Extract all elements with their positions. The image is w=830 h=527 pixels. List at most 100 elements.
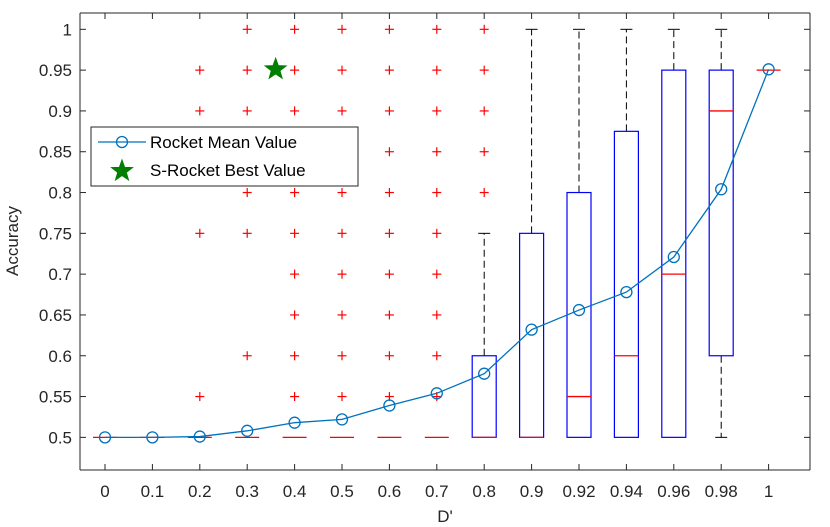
outlier-d0-3-0-8 <box>242 188 252 198</box>
legend-star-marker <box>110 158 134 182</box>
outlier-d0-8-1 <box>479 24 489 34</box>
legend: Rocket Mean Value S-Rocket Best Value <box>90 126 359 187</box>
x-tick-label-0-3: 0.3 <box>235 482 259 501</box>
x-tick-label-0-9: 0.9 <box>520 482 544 501</box>
outlier-d0-5-0-65 <box>337 310 347 320</box>
x-tick-label-0-4: 0.4 <box>283 482 307 501</box>
outlier-d0-4-0-65 <box>290 310 300 320</box>
legend-label-mean: Rocket Mean Value <box>150 133 297 152</box>
legend-circle-marker <box>115 135 129 149</box>
x-axis-label: D' <box>437 507 453 526</box>
outlier-d0-5-1 <box>337 24 347 34</box>
outlier-d0-3-0-95 <box>242 65 252 75</box>
mean-point-0-1 <box>146 431 159 444</box>
outlier-d0-7-0-65 <box>432 310 442 320</box>
y-tick-label-0-5: 0.5 <box>48 428 72 447</box>
outlier-d0-4-0-75 <box>290 228 300 238</box>
y-tick-label-0-7: 0.7 <box>48 265 72 284</box>
mean-point-0-5 <box>335 413 349 426</box>
boxes-layer <box>93 28 781 439</box>
outlier-d0-3-0-75 <box>242 228 252 238</box>
mean-point-0-9 <box>525 323 538 336</box>
outlier-d0-6-0-85 <box>384 147 394 157</box>
outlier-d0-5-0-75 <box>337 228 347 238</box>
outlier-d0-4-0-55 <box>290 392 300 402</box>
outlier-d0-6-1 <box>384 24 394 34</box>
y-tick-label-1: 1 <box>63 20 72 39</box>
x-tick-label-0-92: 0.92 <box>562 482 595 501</box>
y-tick-label-0-8: 0.8 <box>48 184 72 203</box>
y-tick-label-0-65: 0.65 <box>39 306 72 325</box>
outlier-d0-4-0-95 <box>290 65 300 75</box>
box-d0-94 <box>613 130 640 438</box>
outlier-d0-6-0-75 <box>384 228 394 238</box>
x-tick-label-0-7: 0.7 <box>425 482 449 501</box>
mean-point-0-8 <box>478 367 491 380</box>
outlier-d0-7-1 <box>432 24 442 34</box>
outlier-d0-7-0-7 <box>432 269 442 279</box>
outlier-d0-6-0-95 <box>384 65 394 75</box>
outlier-d0-2-0-75 <box>195 228 205 238</box>
outlier-d0-6-0-6 <box>384 351 394 361</box>
outlier-d0-7-0-75 <box>432 228 442 238</box>
y-tick-label-0-9: 0.9 <box>48 102 72 121</box>
outlier-d0-2-0-9 <box>195 106 205 116</box>
outlier-d0-7-0-8 <box>432 188 442 198</box>
outlier-d0-4-0-9 <box>290 106 300 116</box>
y-axis-label: Accuracy <box>3 206 22 276</box>
outlier-d0-5-0-9 <box>337 106 347 116</box>
outlier-d0-6-0-9 <box>384 106 394 116</box>
outlier-d0-6-0-65 <box>384 310 394 320</box>
outlier-d0-7-0-6 <box>432 351 442 361</box>
outlier-d0-8-0-85 <box>479 147 489 157</box>
outlier-d0-4-0-7 <box>290 269 300 279</box>
outliers-layer <box>195 24 489 402</box>
mean-point-0-4 <box>288 416 301 429</box>
outlier-d0-8-0-8 <box>479 188 489 198</box>
box-d0-96 <box>661 69 687 438</box>
outlier-d0-7-0-85 <box>432 147 442 157</box>
outlier-d0-4-0-8 <box>290 188 300 198</box>
y-tick-label-0-95: 0.95 <box>39 61 72 80</box>
y-tick-label-0-85: 0.85 <box>39 143 72 162</box>
axes-layer <box>79 12 811 471</box>
outlier-d0-5-0-55 <box>337 392 347 402</box>
outlier-d0-4-1 <box>290 24 300 34</box>
mean-point-0-96 <box>667 250 680 264</box>
mean-point-0-3 <box>241 424 254 437</box>
plot-area <box>80 13 810 470</box>
x-tick-label-1: 1 <box>764 482 773 501</box>
x-tick-label-0-5: 0.5 <box>330 482 354 501</box>
ticks-layer: 0 0.1 0.2 0.3 0.4 0.5 0.6 0.7 0.8 0.9 0.92 0.94 0.96… <box>39 13 810 501</box>
x-tick-label-0-2: 0.2 <box>188 482 212 501</box>
y-tick-label-0-55: 0.55 <box>39 388 72 407</box>
mean-point-0-7 <box>430 387 443 400</box>
best-value-star <box>263 56 288 80</box>
outlier-d0-5-0-8 <box>337 188 347 198</box>
mean-point-0-94 <box>620 285 633 299</box>
x-tick-label-0-6: 0.6 <box>378 482 402 501</box>
outlier-d0-7-0-95 <box>432 65 442 75</box>
x-tick-label-0-8: 0.8 <box>472 482 496 501</box>
y-tick-label-0-75: 0.75 <box>39 224 72 243</box>
best-value-layer <box>263 56 288 80</box>
x-tick-label-0-98: 0.98 <box>705 482 738 501</box>
outlier-d0-3-0-9 <box>242 106 252 116</box>
box-d0-98 <box>708 69 734 357</box>
x-tick-label-0-96: 0.96 <box>657 482 690 501</box>
outlier-d0-3-1 <box>242 24 252 34</box>
outlier-d0-4-0-6 <box>290 351 300 361</box>
outlier-d0-2-0-95 <box>195 65 205 75</box>
outlier-d0-7-0-9 <box>432 106 442 116</box>
x-tick-label-0-94: 0.94 <box>610 482 643 501</box>
outlier-d0-2-0-55 <box>195 392 205 402</box>
mean-point-0-6 <box>383 399 396 412</box>
outlier-d0-3-0-6 <box>242 351 252 361</box>
y-tick-label-0-6: 0.6 <box>48 347 72 366</box>
x-tick-label-0-1: 0.1 <box>141 482 165 501</box>
mean-point-0 <box>98 431 112 444</box>
outlier-d0-5-0-6 <box>337 351 347 361</box>
outlier-d0-8-0-95 <box>479 65 489 75</box>
outlier-d0-5-0-7 <box>337 269 347 279</box>
